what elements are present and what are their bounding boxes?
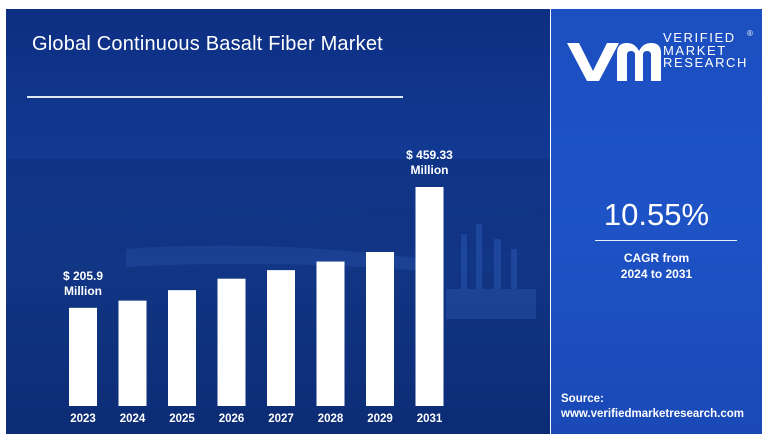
x-tick-label-2029: 2029 [367,413,393,425]
cagr-label-line-2: 2024 to 2031 [620,267,693,281]
info-panel: VERIFIED MARKET RESEARCH ® 10.55% CAGR f… [551,9,762,434]
bar-2028 [316,261,345,406]
x-tick-label-2027: 2027 [268,413,294,425]
x-tick-label-2023: 2023 [70,413,96,425]
data-label-2023-line-2: Million [64,284,102,298]
x-tick-label-2026: 2026 [219,413,245,425]
bar-2024 [118,300,147,406]
brand-line-1: VERIFIED [663,30,736,45]
cagr-label: CAGR from 2024 to 2031 [551,250,762,282]
bar-2027 [267,270,295,406]
bar-2023 [69,307,97,406]
cagr-label-line-1: CAGR from [623,251,690,265]
data-label-2023-line-1: $ 205.9 [63,269,103,283]
source-label: Source: [561,393,604,405]
bar-2031 [415,187,444,406]
verified-market-research-logo [567,43,661,81]
bar-2025 [168,290,196,406]
chart-panel: Global Continuous Basalt Fiber Market 20… [6,9,550,434]
bar-2026 [217,278,246,406]
data-label-2031-line-2: Million [411,163,449,177]
bar-2029 [366,251,394,406]
chart-title: Global Continuous Basalt Fiber Market [32,33,383,55]
data-label-2031-line-1: $ 459.33 [406,148,453,162]
title-divider [27,96,403,98]
source-note: Source: www.verifiedmarketresearch.com [561,392,744,422]
cagr-value: 10.55% [603,197,710,232]
cagr-divider [595,240,737,241]
x-tick-label-2025: 2025 [169,413,195,425]
brand-line-3: RESEARCH [663,55,749,70]
x-tick-label-2031: 2031 [417,413,443,425]
x-tick-label-2028: 2028 [318,413,344,425]
x-tick-label-2024: 2024 [120,413,146,425]
brand-wordmark: VERIFIED MARKET RESEARCH [663,30,749,70]
brand-line-2: MARKET [663,42,727,58]
registered-mark: ® [747,29,753,38]
source-url: www.verifiedmarketresearch.com [561,408,745,420]
bar-chart: 2023 2024 2025 2026 2027 2028 2029 2031$ 205.9M… [63,148,453,425]
